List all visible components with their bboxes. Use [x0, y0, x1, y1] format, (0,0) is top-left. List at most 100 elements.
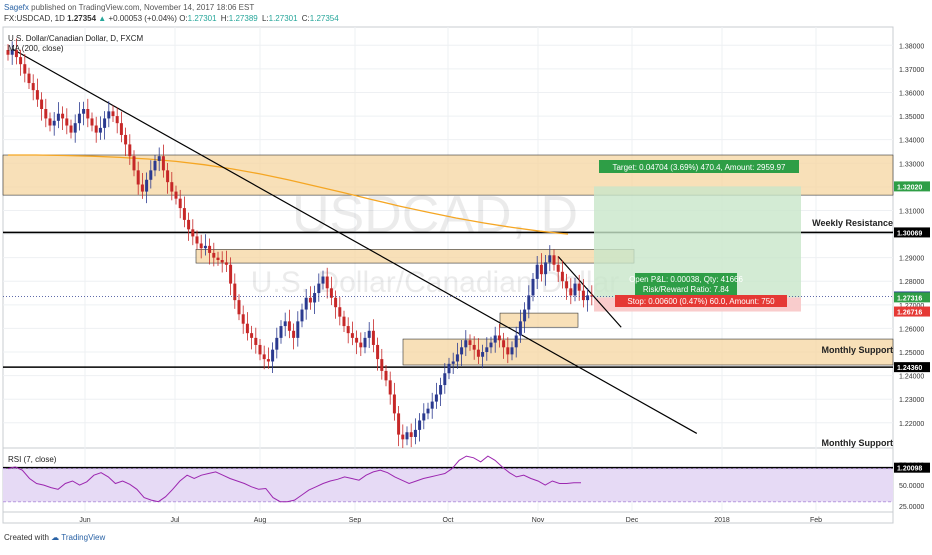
- candle-body: [69, 125, 73, 133]
- time-axis[interactable]: Jun Jul Aug Sep Oct Nov Dec 2018 Feb: [79, 517, 822, 524]
- price-axis[interactable]: 1.38000 1.37000 1.36000 1.35000 1.34000 1.330…: [899, 43, 924, 428]
- candle-body: [52, 120, 56, 126]
- candle-body: [208, 245, 212, 253]
- high-value: 1.27389: [228, 14, 258, 23]
- candle-body: [191, 229, 195, 237]
- candle-body: [161, 156, 165, 171]
- rsi-band: [3, 468, 893, 502]
- close-value: 1.27354: [309, 14, 339, 23]
- price-tag-box: [894, 306, 930, 317]
- candle-body: [460, 347, 464, 355]
- price-tag-box: [894, 292, 930, 303]
- candle-body: [271, 349, 275, 362]
- candle-body: [476, 349, 480, 357]
- candle-body: [157, 156, 161, 161]
- candle-body: [98, 127, 102, 133]
- candle-body: [287, 321, 291, 331]
- candle-body: [321, 276, 325, 284]
- pl-label-box: [635, 273, 737, 296]
- candle-body: [313, 293, 317, 303]
- candle-body: [35, 90, 39, 100]
- candle-body: [367, 330, 371, 338]
- candle-body: [245, 323, 249, 334]
- candle-body: [569, 288, 573, 296]
- candle-body: [565, 281, 569, 289]
- rr-ratio-label: Risk/Reward Ratio: 7.84: [643, 285, 730, 294]
- candle-body: [523, 309, 527, 322]
- candle-body: [451, 361, 455, 364]
- candle-body: [317, 283, 321, 294]
- candle-body: [170, 182, 174, 192]
- candle-body: [376, 344, 380, 360]
- candle-body: [94, 125, 98, 133]
- candle-body: [346, 326, 350, 334]
- price-tick-label: 1.26000: [899, 326, 924, 333]
- candle-body: [510, 347, 514, 355]
- candle-body: [153, 160, 157, 171]
- price-tag-label: 1.32020: [897, 184, 922, 191]
- zone-rect: [402, 338, 894, 366]
- created-with-label: Created with: [4, 533, 49, 542]
- candle-body: [392, 394, 396, 414]
- candle-body: [187, 219, 191, 230]
- candle-body: [548, 255, 552, 263]
- zone-rect: [195, 249, 635, 264]
- candle-body: [19, 57, 23, 65]
- publish-info: Sagefx published on TradingView.com, Nov…: [4, 3, 254, 12]
- target-label: Target: 0.04704 (3.69%) 470.4, Amount: 2…: [612, 163, 786, 172]
- candle-body: [586, 295, 590, 301]
- low-label: L:: [261, 14, 269, 23]
- candle-body: [355, 337, 359, 343]
- candle-body: [82, 109, 86, 114]
- candle-body: [220, 260, 224, 263]
- candle-body: [430, 401, 434, 409]
- price-tick-label: 1.22000: [899, 421, 924, 428]
- candle-body: [182, 208, 186, 220]
- candle-body: [388, 380, 392, 395]
- time-tick-label: Nov: [532, 517, 545, 524]
- rsi-pane: [3, 455, 893, 503]
- time-tick-label: Jul: [171, 517, 180, 524]
- candle-body: [262, 354, 266, 360]
- pane-title: U.S. Dollar/Canadian Dollar, D, FXCM: [8, 34, 143, 43]
- time-tick-label: Aug: [254, 517, 267, 524]
- candle-body: [195, 236, 199, 244]
- candle-body: [199, 243, 203, 249]
- candle-body: [489, 342, 493, 348]
- candle-body: [224, 262, 228, 265]
- candle-body: [468, 340, 472, 345]
- candle-body: [73, 123, 77, 133]
- candle-body: [329, 288, 333, 298]
- time-tick-label: 2018: [714, 517, 730, 524]
- candle-body: [229, 264, 233, 284]
- zone-rect: [499, 312, 579, 328]
- candle-body: [216, 257, 220, 261]
- candle-body: [338, 307, 342, 317]
- price-tag-box: [894, 181, 930, 192]
- candle-body: [518, 321, 522, 336]
- candle-body: [296, 321, 300, 338]
- candle-body: [140, 184, 144, 192]
- open-pl-label: Open P&L: 0.00038, Qty: 41666: [629, 275, 743, 284]
- price-tick-label: 1.38000: [899, 43, 924, 50]
- candle-body: [77, 113, 81, 124]
- price-tick-label: 1.37000: [899, 67, 924, 74]
- ohlc-bar: FX:USDCAD, 1D 1.27354 ▲ +0.00053 (+0.04%…: [4, 14, 341, 23]
- tradingview-brand[interactable]: TradingView: [61, 533, 106, 542]
- stop-label: Stop: 0.00600 (0.47%) 60.0, Amount: 750: [627, 297, 775, 306]
- trendline: [557, 256, 622, 328]
- price-tick-label: 1.29000: [899, 256, 924, 263]
- trendlines[interactable]: [11, 48, 698, 434]
- candle-body: [371, 330, 375, 345]
- author-link[interactable]: Sagefx: [4, 3, 29, 12]
- price-tick-label: 1.33000: [899, 161, 924, 168]
- monthly-support-label-2: Monthly Support: [822, 438, 894, 448]
- candle-body: [237, 300, 241, 315]
- candle-body: [577, 283, 581, 291]
- candle-body: [136, 170, 140, 185]
- candle-body: [300, 309, 304, 322]
- price-tags: 1.320201.300691.273541.273161.267161.243…: [894, 181, 930, 473]
- stop-label-box: [615, 295, 787, 307]
